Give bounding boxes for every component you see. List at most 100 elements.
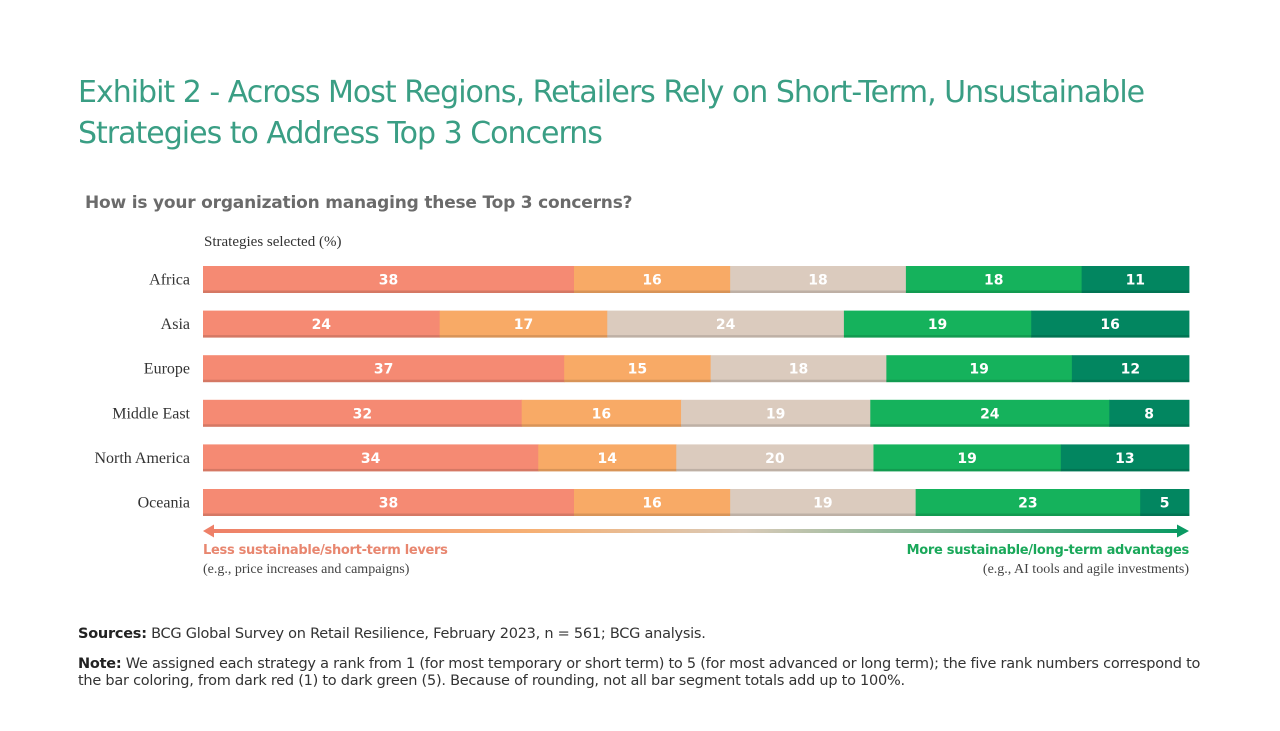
legend-more-sustainable-example: (e.g., AI tools and agile investments) <box>982 562 1189 577</box>
bar-segment-shade <box>203 468 539 472</box>
bar-segment <box>203 266 575 293</box>
legend-less-sustainable-title: Less sustainable/short-term levers <box>203 543 448 558</box>
sources-label: Sources: <box>78 626 147 642</box>
bar-segment-shade <box>573 290 731 293</box>
bar-segment <box>203 355 565 383</box>
bar-segment <box>1140 489 1190 516</box>
bar-segment <box>1109 399 1190 427</box>
note-footnote: Note: We assigned each strategy a rank f… <box>78 656 1208 690</box>
bar-segment <box>564 355 712 383</box>
bar-segment-shade <box>710 379 887 383</box>
arrow-shaft <box>212 529 1178 533</box>
bar-segment-shade <box>607 335 845 338</box>
bar-value-label: 37 <box>374 362 393 378</box>
bar-segment <box>203 399 523 427</box>
bar-value-label: 20 <box>765 451 785 467</box>
category-label: Oceania <box>138 495 190 512</box>
bar-segment <box>1081 266 1190 293</box>
bar-segment-shade <box>203 513 575 516</box>
bar-segment-shade <box>573 513 731 516</box>
category-label: Africa <box>149 272 190 289</box>
bar-value-label: 16 <box>1100 317 1119 333</box>
bar-segment-shade <box>730 290 907 293</box>
bar-value-label: 19 <box>813 496 832 512</box>
bar-segment-shade <box>1071 379 1190 383</box>
bar-segment-shade <box>915 513 1141 516</box>
bar-segment-shade <box>1081 290 1190 293</box>
bar-segment <box>681 399 871 427</box>
bar-value-label: 18 <box>808 273 827 289</box>
bar-group: Africa 38 16 18 18 11 Asia 24 17 24 19 16 Europe 37 15… <box>94 266 1190 516</box>
bar-segment <box>573 266 731 293</box>
bar-value-label: 34 <box>361 451 381 467</box>
bar-segment-shade <box>538 468 677 472</box>
bar-segment <box>538 444 677 472</box>
bar-value-label: 24 <box>312 317 332 333</box>
bar-segment-shade <box>203 424 523 427</box>
bar-value-label: 5 <box>1160 496 1170 512</box>
bar-segment-shade <box>203 379 565 383</box>
bar-segment-shade <box>203 335 441 338</box>
arrow-head-left <box>203 524 214 538</box>
bar-segment-shade <box>843 335 1032 338</box>
bar-value-label: 24 <box>716 317 736 333</box>
arrow-head-right <box>1177 524 1189 538</box>
bar-segment-shade <box>730 513 917 516</box>
bar-segment <box>915 489 1141 516</box>
bar-segment-shade <box>1060 468 1190 472</box>
bar-value-label: 38 <box>379 496 398 512</box>
bar-segment <box>1060 444 1190 472</box>
bar-segment <box>607 310 845 338</box>
bar-value-label: 17 <box>514 317 533 333</box>
sustainability-arrow <box>203 524 1189 538</box>
bar-segment <box>573 489 731 516</box>
bar-value-label: 11 <box>1126 273 1145 289</box>
bar-segment-shade <box>439 335 608 338</box>
bar-value-label: 19 <box>969 362 988 378</box>
category-label: Europe <box>144 361 190 378</box>
bar-value-label: 12 <box>1121 362 1140 378</box>
bar-segment <box>203 310 441 338</box>
legend-more-sustainable-title: More sustainable/long-term advantages <box>906 543 1190 558</box>
bar-value-label: 8 <box>1144 406 1154 422</box>
bar-value-label: 38 <box>379 273 398 289</box>
bar-segment <box>870 399 1110 427</box>
bar-segment-shade <box>905 290 1083 293</box>
bar-value-label: 24 <box>980 406 1000 422</box>
bar-value-label: 16 <box>642 273 661 289</box>
bar-segment <box>1071 355 1190 383</box>
bar-segment <box>203 444 539 472</box>
bar-segment-shade <box>203 290 575 293</box>
bar-value-label: 32 <box>353 406 372 422</box>
note-text: We assigned each strategy a rank from 1 … <box>78 656 1201 689</box>
bar-segment <box>521 399 682 427</box>
bar-value-label: 14 <box>598 451 618 467</box>
bar-segment-shade <box>886 379 1073 383</box>
bar-value-label: 15 <box>628 362 647 378</box>
bar-segment <box>730 489 917 516</box>
sources-footnote: Sources: BCG Global Survey on Retail Res… <box>78 626 1208 643</box>
bar-value-label: 16 <box>592 406 611 422</box>
bar-segment <box>843 310 1032 338</box>
bar-segment-shade <box>521 424 682 427</box>
bar-segment-shade <box>676 468 874 472</box>
bar-segment-shade <box>1031 335 1190 338</box>
bar-segment-shade <box>870 424 1110 427</box>
category-label: Middle East <box>112 405 190 422</box>
bar-segment-shade <box>564 379 712 383</box>
bar-value-label: 19 <box>766 406 785 422</box>
category-label: Asia <box>161 316 190 333</box>
bar-value-label: 19 <box>928 317 947 333</box>
chart-subtitle: How is your organization managing these … <box>85 193 633 213</box>
bar-segment <box>873 444 1062 472</box>
bar-segment <box>905 266 1083 293</box>
category-label: North America <box>94 450 190 467</box>
bar-segment <box>886 355 1073 383</box>
legend-less-sustainable-example: (e.g., price increases and campaigns) <box>203 562 410 577</box>
chart-title: Exhibit 2 - Across Most Regions, Retaile… <box>78 75 1145 151</box>
bar-value-label: 16 <box>642 496 661 512</box>
bar-segment <box>439 310 608 338</box>
bar-value-label: 13 <box>1115 451 1134 467</box>
bar-value-label: 19 <box>957 451 976 467</box>
